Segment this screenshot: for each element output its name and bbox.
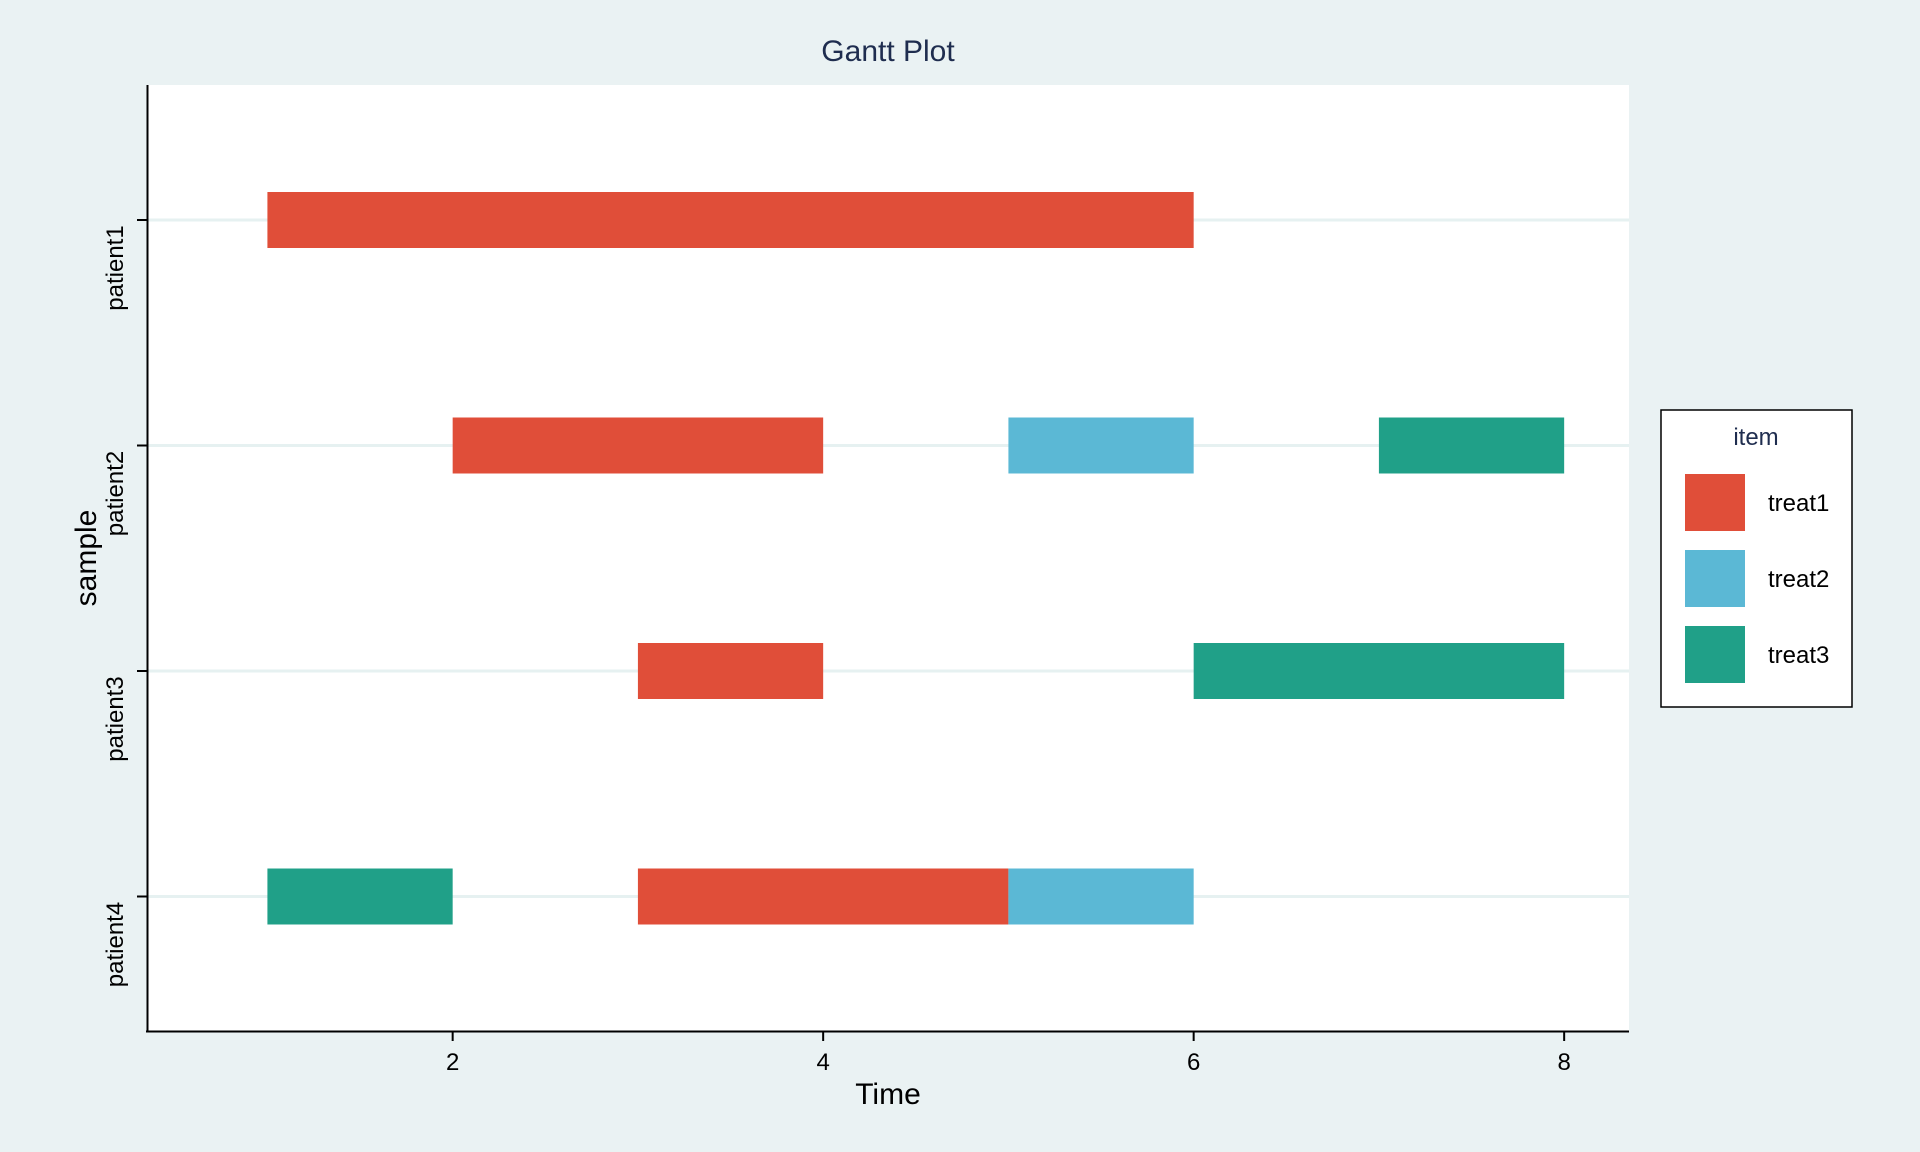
y-tick-label-patient1: patient1 [102, 225, 129, 310]
x-tick-label-4: 4 [816, 1049, 829, 1076]
legend-label-treat3: treat3 [1768, 642, 1829, 669]
legend-swatch-treat3 [1685, 626, 1745, 683]
chart-title: Gantt Plot [821, 35, 955, 68]
x-tick-label-8: 8 [1557, 1049, 1570, 1076]
bar-treat1-patient1-1-6 [267, 192, 1194, 248]
bar-treat1-patient3-3-4 [637, 643, 824, 699]
y-tick-label-patient2: patient2 [102, 451, 129, 536]
axis-ticks: patient1 patient2 patient3 patient4 2 4 6 8 [102, 219, 1571, 1076]
legend-label-treat1: treat1 [1768, 490, 1829, 517]
bar-treat1-patient4-3-5 [637, 868, 1009, 925]
x-axis-title: Time [855, 1078, 921, 1111]
bar-treat3-patient2-7-8 [1378, 417, 1565, 474]
legend-label-treat2: treat2 [1768, 566, 1829, 593]
legend: item treat1 treat2 treat3 [1660, 409, 1853, 708]
y-tick-label-patient4: patient4 [102, 902, 129, 987]
gantt-bars [267, 192, 1565, 925]
x-tick-label-6: 6 [1187, 1049, 1200, 1076]
bar-treat3-patient4-1-2 [267, 868, 453, 925]
legend-title: item [1733, 424, 1778, 451]
legend-items: treat1 treat2 treat3 [1685, 474, 1829, 683]
bar-treat3-patient3-6-8 [1193, 643, 1565, 699]
y-tick-label-patient3: patient3 [102, 676, 129, 761]
y-axis-title: sample [70, 510, 103, 607]
bar-treat2-patient2-5-6 [1008, 417, 1194, 474]
bar-treat1-patient2-2-4 [452, 417, 824, 474]
x-tick-label-2: 2 [446, 1049, 459, 1076]
bar-treat2-patient4-5-6 [1008, 868, 1194, 925]
legend-swatch-treat2 [1685, 550, 1745, 607]
legend-swatch-treat1 [1685, 474, 1745, 531]
